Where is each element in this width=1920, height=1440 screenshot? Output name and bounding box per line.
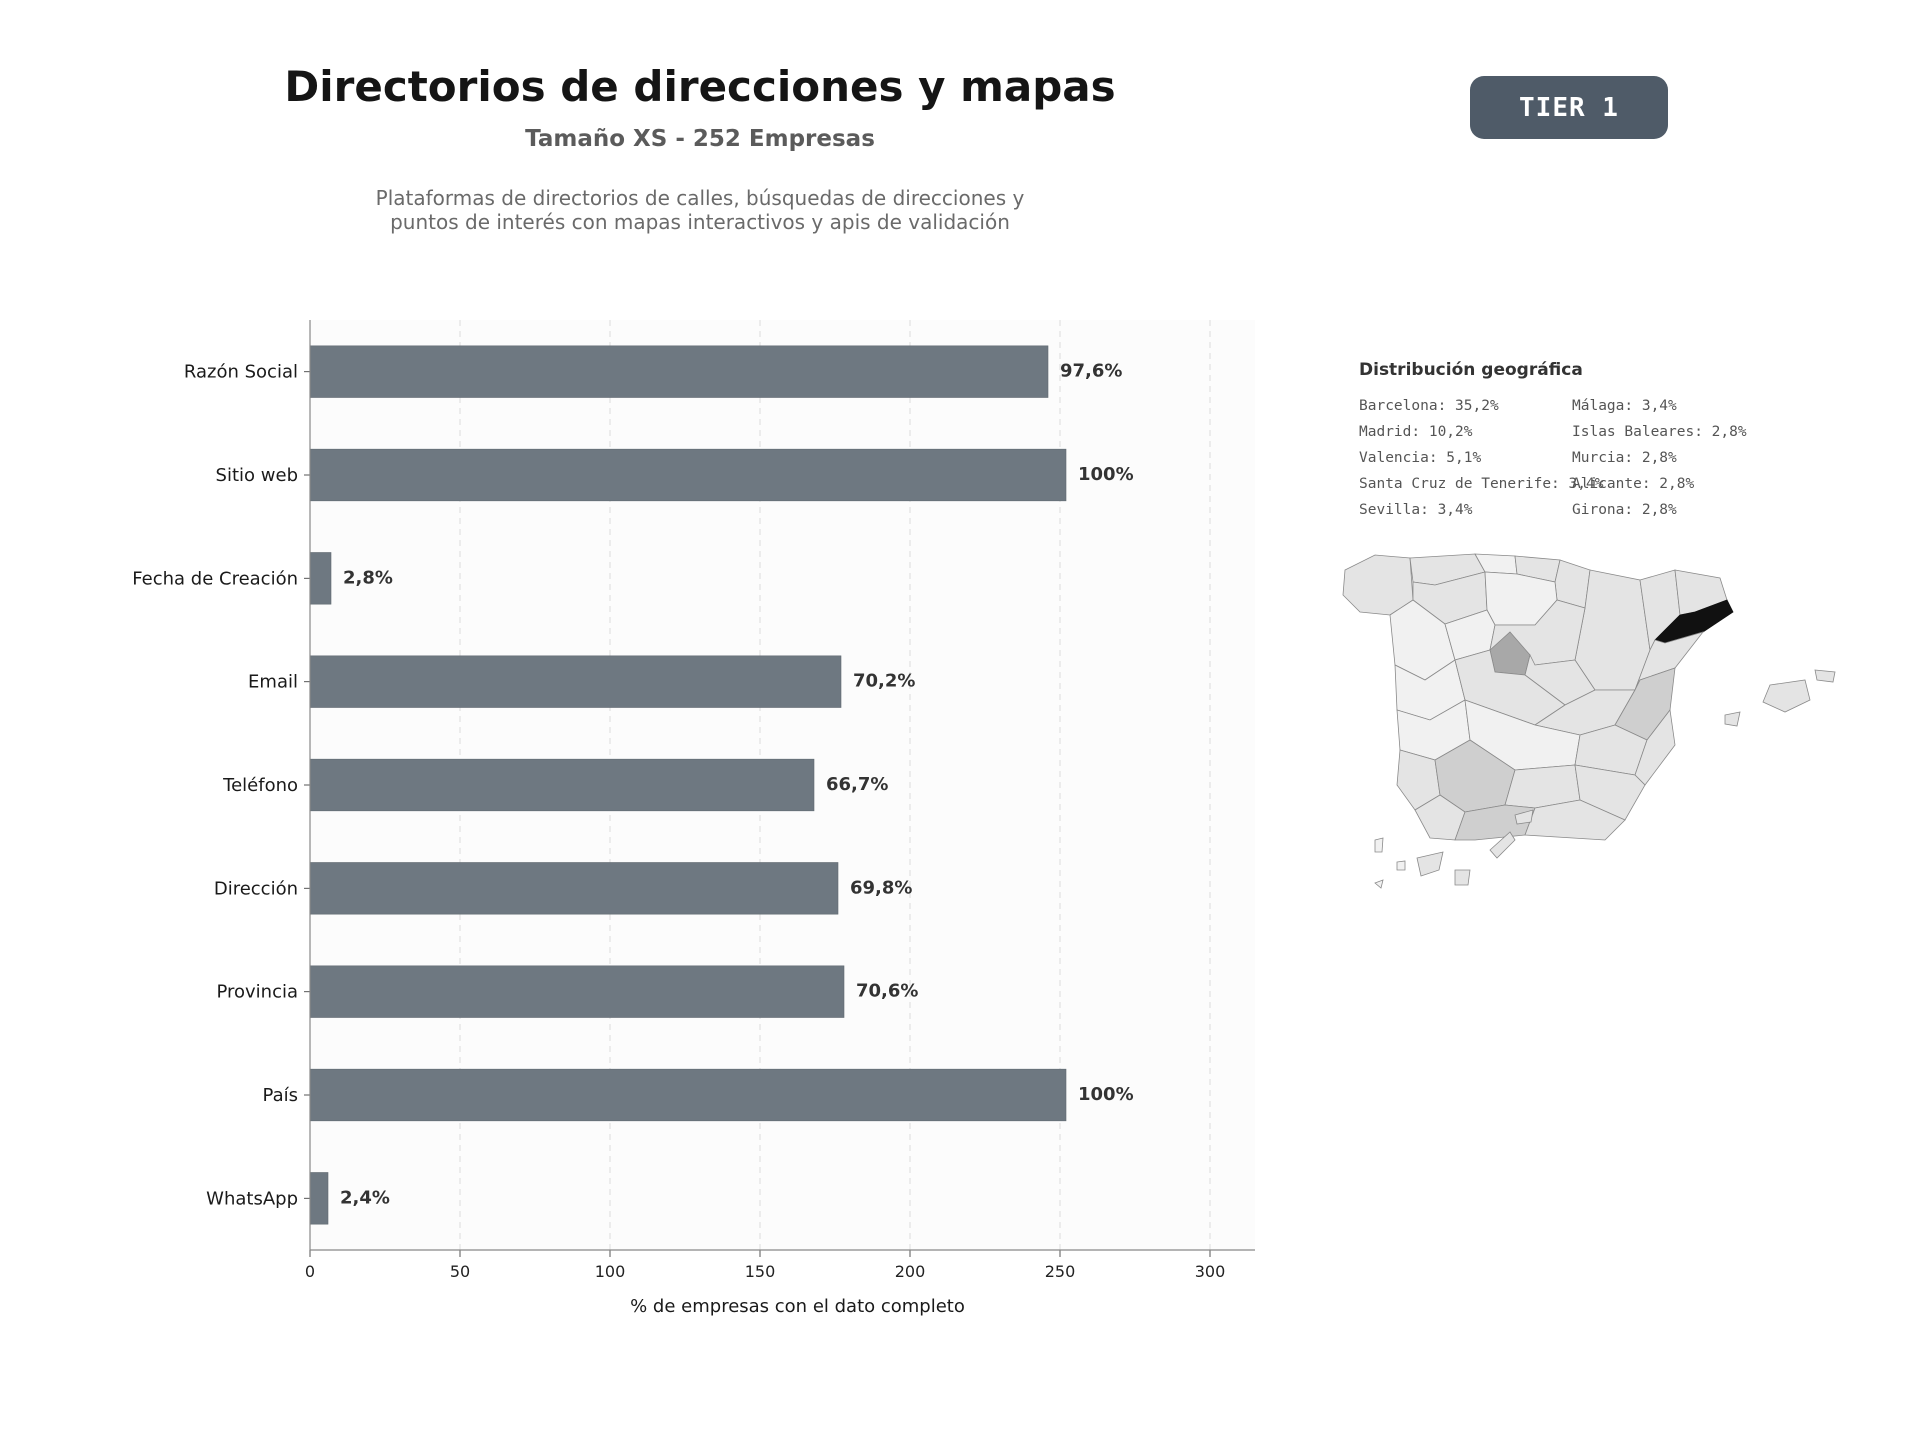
canary-islands — [1374, 809, 1534, 889]
data-label: 100% — [1078, 1084, 1134, 1105]
region-mallorca — [1762, 679, 1811, 713]
region-menorca — [1814, 669, 1836, 683]
mainland — [1342, 553, 1734, 841]
geo-distribution-list: Barcelona: 35,2% Madrid: 10,2% Valencia:… — [1359, 398, 1799, 528]
bar — [309, 862, 839, 915]
geo-item: Madrid: 10,2% — [1359, 424, 1473, 440]
data-label: 70,6% — [856, 981, 918, 1002]
data-label: 100% — [1078, 464, 1134, 485]
x-tick-label: 150 — [745, 1262, 776, 1281]
geo-item: Barcelona: 35,2% — [1359, 398, 1499, 414]
x-tick-label: 50 — [450, 1262, 470, 1281]
category-label: Sitio web — [216, 465, 298, 486]
data-label: 66,7% — [826, 774, 888, 795]
geo-distribution-title: Distribución geográfica — [1359, 360, 1583, 380]
bar — [309, 345, 1049, 398]
bar — [309, 758, 815, 812]
bar-chart: 0 50 100 150 200 250 300 Razón Social 97,6% Sitio… — [132, 320, 1255, 1317]
description-line: puntos de interés con mapas interactivos… — [390, 210, 1010, 234]
category-label: Razón Social — [184, 362, 298, 383]
tier-badge: TIER 1 — [1470, 76, 1668, 139]
page-description: Plataformas de directorios de calles, bú… — [300, 186, 1100, 234]
x-tick-label: 200 — [895, 1262, 926, 1281]
geo-item: Sevilla: 3,4% — [1359, 502, 1473, 518]
data-label: 2,8% — [343, 567, 393, 588]
region-la-gomera — [1396, 860, 1406, 871]
category-label: Provincia — [216, 982, 298, 1003]
bar — [309, 965, 845, 1018]
region-tenerife — [1416, 851, 1444, 877]
data-label: 70,2% — [853, 671, 915, 692]
bar — [309, 1172, 329, 1225]
category-label: Dirección — [214, 878, 298, 899]
page-title: Directorios de direcciones y mapas — [284, 62, 1116, 111]
category-label: WhatsApp — [206, 1188, 298, 1209]
region-alicante — [1634, 709, 1676, 786]
region-granada — [1524, 799, 1626, 841]
x-axis-label: % de empresas con el dato completo — [630, 1296, 965, 1317]
geo-item: Islas Baleares: 2,8% — [1572, 424, 1747, 440]
region-fuerteventura — [1489, 831, 1516, 859]
region-jaen — [1504, 764, 1581, 809]
geo-item: Valencia: 5,1% — [1359, 450, 1482, 466]
geo-item: Málaga: 3,4% — [1572, 398, 1677, 414]
description-line: Plataformas de directorios de calles, bú… — [375, 186, 1025, 210]
region-ibiza — [1724, 711, 1741, 727]
region-gran-canaria — [1454, 869, 1471, 886]
geo-item: Girona: 2,8% — [1572, 502, 1677, 518]
bar — [309, 552, 332, 605]
geo-item: Alicante: 2,8% — [1572, 476, 1695, 492]
x-tick-label: 250 — [1045, 1262, 1076, 1281]
data-label: 97,6% — [1060, 361, 1122, 382]
region-murcia — [1574, 764, 1646, 821]
data-label: 2,4% — [340, 1187, 390, 1208]
category-label: Teléfono — [222, 775, 298, 796]
page-subtitle: Tamaño XS - 252 Empresas — [525, 126, 875, 152]
geo-item: Murcia: 2,8% — [1572, 450, 1677, 466]
region-la-palma — [1374, 837, 1384, 853]
x-tick-label: 100 — [595, 1262, 626, 1281]
category-label: Fecha de Creación — [132, 568, 298, 589]
category-label: País — [263, 1085, 298, 1106]
bar — [309, 1068, 1067, 1122]
x-tick-label: 300 — [1195, 1262, 1226, 1281]
category-label: Email — [248, 672, 298, 693]
bar — [309, 655, 842, 708]
bar — [309, 448, 1067, 502]
balearic-islands — [1724, 669, 1836, 727]
spain-map — [1342, 553, 1836, 889]
data-label: 69,8% — [850, 877, 912, 898]
region-el-hierro — [1374, 879, 1384, 889]
x-tick-label: 0 — [305, 1262, 315, 1281]
geo-item: Santa Cruz de Tenerife: 3,4% — [1359, 476, 1604, 492]
region-galicia — [1342, 554, 1414, 616]
region-lanzarote — [1514, 809, 1534, 825]
